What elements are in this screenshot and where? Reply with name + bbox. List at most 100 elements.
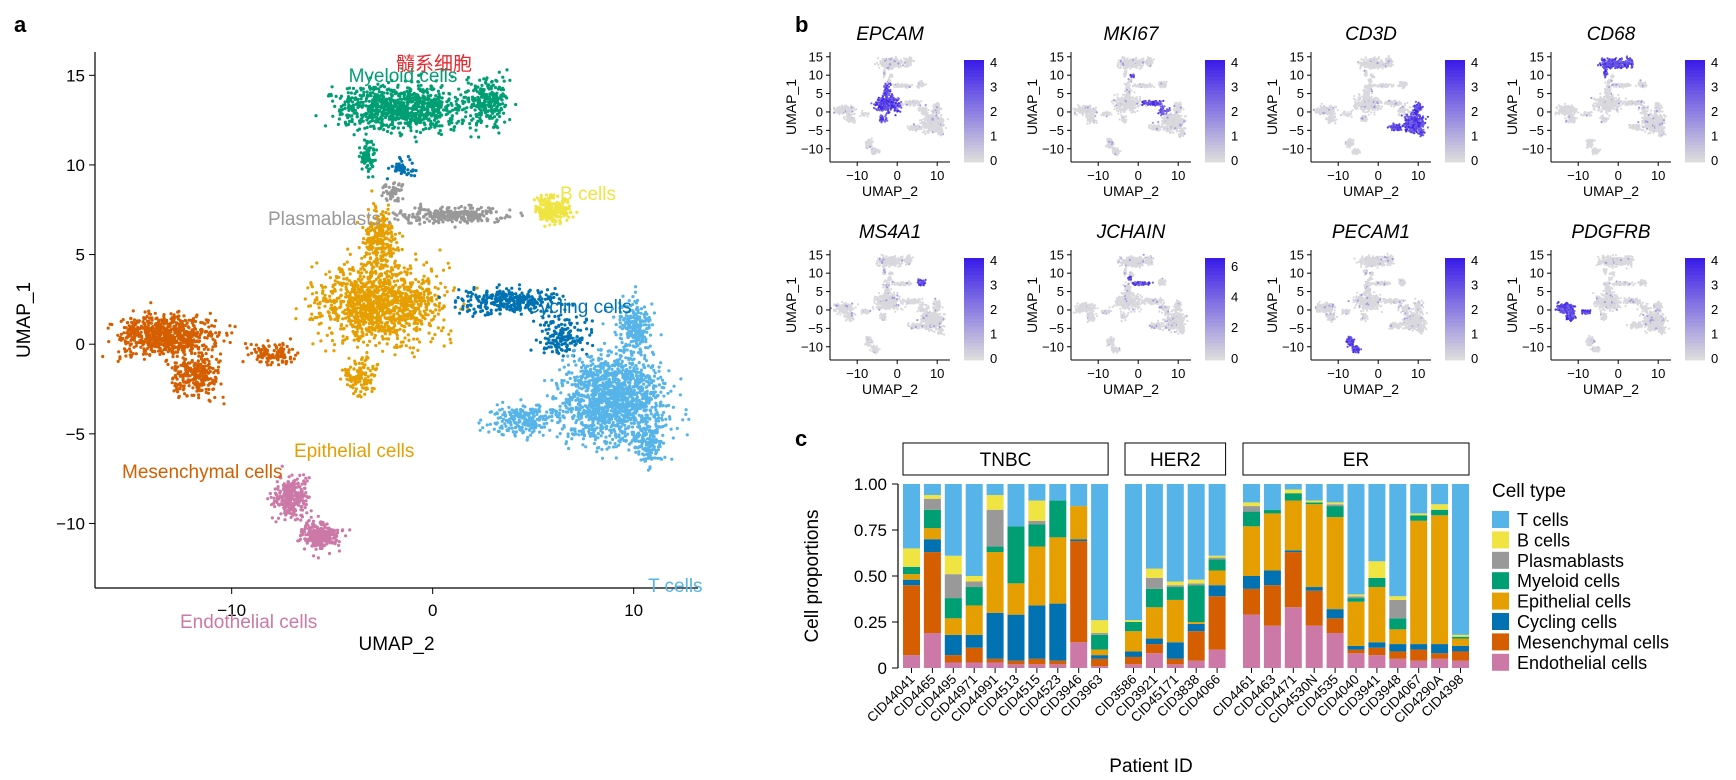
umap-point xyxy=(628,365,632,370)
umap-point xyxy=(370,386,374,390)
umap-point xyxy=(127,347,132,351)
umap-point xyxy=(471,314,475,318)
umap-point xyxy=(418,285,422,289)
umap-point xyxy=(628,343,632,347)
umap-point xyxy=(558,432,562,436)
umap-point xyxy=(428,324,433,328)
umap-point xyxy=(624,363,628,367)
umap-point xyxy=(602,341,607,345)
umap-point xyxy=(116,333,120,337)
umap-point xyxy=(163,328,167,332)
umap-point xyxy=(573,382,577,387)
umap-point xyxy=(443,285,447,289)
umap-point xyxy=(274,345,278,349)
umap-point xyxy=(477,295,481,299)
umap-point xyxy=(664,417,668,421)
umap-point xyxy=(644,413,648,417)
umap-point xyxy=(653,371,657,375)
umap-point xyxy=(385,342,389,346)
umap-point xyxy=(381,210,385,214)
umap-point xyxy=(414,252,418,256)
umap-point xyxy=(348,272,352,276)
umap-point xyxy=(361,334,365,338)
umap-point xyxy=(389,270,393,274)
umap-point xyxy=(633,328,637,333)
umap-point xyxy=(148,336,152,340)
umap-point xyxy=(407,323,411,327)
umap-point xyxy=(206,377,210,381)
umap-point xyxy=(147,326,151,331)
umap-point xyxy=(639,340,643,344)
umap-point xyxy=(367,252,372,256)
umap-point xyxy=(309,316,313,320)
umap-point xyxy=(184,373,188,377)
umap-point xyxy=(241,360,245,364)
umap-point xyxy=(648,408,652,412)
umap-point xyxy=(646,380,650,384)
umap-point xyxy=(546,331,550,336)
umap-point xyxy=(317,306,321,310)
umap-point xyxy=(166,330,170,335)
umap-point xyxy=(344,282,348,286)
umap-point xyxy=(352,392,356,396)
umap-point xyxy=(627,448,631,452)
umap-point xyxy=(469,298,473,302)
umap-point xyxy=(615,390,620,395)
umap-point xyxy=(494,308,498,312)
umap-point xyxy=(542,351,546,355)
umap-point xyxy=(203,364,207,368)
umap-point xyxy=(385,259,389,263)
umap-point xyxy=(125,349,129,353)
umap-point xyxy=(267,344,271,348)
umap-point xyxy=(490,296,494,300)
umap-point xyxy=(368,260,372,265)
umap-point xyxy=(377,280,381,284)
umap-point xyxy=(376,238,380,242)
umap-point xyxy=(149,321,153,325)
umap-point xyxy=(154,338,158,342)
umap-point xyxy=(629,325,633,329)
umap-point xyxy=(498,408,502,412)
umap-point xyxy=(483,305,487,309)
umap-point xyxy=(438,308,442,312)
umap-point xyxy=(310,265,314,269)
umap-point xyxy=(537,291,541,295)
umap-point xyxy=(341,334,345,338)
umap-point xyxy=(603,385,607,390)
umap-point xyxy=(195,330,200,334)
umap-point xyxy=(406,288,410,292)
umap-point xyxy=(362,340,366,344)
umap-point xyxy=(662,394,666,398)
umap-point xyxy=(392,315,396,319)
umap-point xyxy=(319,321,323,325)
umap-point xyxy=(217,333,221,337)
umap-point xyxy=(379,246,383,250)
umap-point xyxy=(203,371,207,375)
umap-point xyxy=(500,298,504,302)
umap-point xyxy=(407,338,411,342)
umap-point xyxy=(166,323,171,327)
umap-point xyxy=(373,204,377,208)
umap-point xyxy=(202,359,206,363)
umap-point xyxy=(323,304,327,308)
umap-point xyxy=(613,433,618,437)
umap-point xyxy=(207,398,211,402)
umap-point xyxy=(624,320,628,324)
umap-point xyxy=(155,316,159,320)
umap-point xyxy=(415,337,419,341)
umap-point xyxy=(364,327,368,331)
umap-point xyxy=(200,354,204,358)
umap-point xyxy=(427,331,431,335)
umap-point xyxy=(347,356,351,360)
umap-point xyxy=(323,293,327,297)
umap-point xyxy=(169,341,173,346)
umap-point xyxy=(356,287,360,291)
umap-point xyxy=(622,415,626,419)
umap-point xyxy=(640,378,645,382)
umap-point xyxy=(595,446,600,450)
umap-point xyxy=(357,246,361,250)
umap-point xyxy=(145,332,149,336)
umap-point xyxy=(148,353,152,357)
umap-point xyxy=(520,291,524,295)
umap-point xyxy=(591,358,595,362)
